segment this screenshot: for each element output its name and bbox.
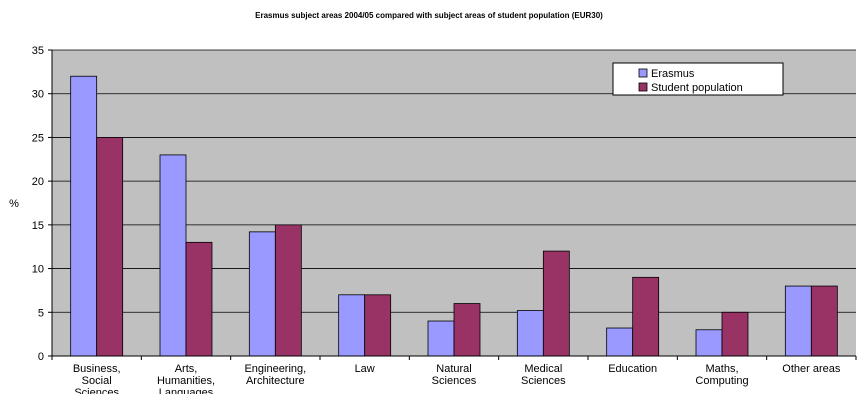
bar-erasmus-8 — [784, 285, 812, 357]
bar-erasmus-3 — [338, 294, 366, 357]
x-category-label: Sciences — [432, 375, 477, 387]
legend-swatch — [638, 68, 648, 78]
y-tick-label: 0 — [38, 351, 44, 363]
chart-title: Erasmus subject areas 2004/05 compared w… — [255, 11, 603, 20]
y-tick-label: 35 — [32, 45, 44, 57]
bar-erasmus-4 — [427, 320, 455, 357]
bar-student-population-0 — [96, 137, 124, 357]
bar-student-population-4 — [453, 303, 481, 357]
legend-label: Erasmus — [651, 68, 695, 80]
x-category-label: Arts, — [175, 363, 198, 375]
x-category-label: Medical — [524, 363, 562, 375]
x-category-label: Social — [82, 375, 112, 387]
x-category-label: Architecture — [246, 375, 305, 387]
legend-label: Student population — [651, 82, 743, 94]
bar-student-population-1 — [185, 241, 213, 357]
x-category-label: Other areas — [782, 363, 841, 375]
x-category-label: Business, — [73, 363, 121, 375]
x-category-label: Sciences — [74, 387, 119, 394]
legend-swatch — [638, 82, 648, 92]
x-category-label: Languages — [159, 387, 214, 394]
bar-student-population-2 — [274, 224, 302, 357]
x-category-label: Engineering, — [244, 363, 306, 375]
bar-student-population-8 — [810, 285, 838, 357]
bar-erasmus-2 — [248, 231, 276, 357]
x-category-label: Humanities, — [157, 375, 215, 387]
bar-erasmus-1 — [159, 154, 187, 357]
bar-student-population-7 — [721, 311, 749, 357]
y-tick-label: 20 — [32, 176, 44, 188]
bar-student-population-3 — [364, 294, 392, 357]
x-category-label: Computing — [695, 375, 748, 387]
bar-student-population-6 — [632, 276, 660, 357]
x-category-label: Law — [355, 363, 375, 375]
y-tick-label: 30 — [32, 89, 44, 101]
bar-erasmus-0 — [70, 75, 98, 357]
y-tick-label: 25 — [32, 132, 44, 144]
x-category-label: Education — [608, 363, 657, 375]
y-tick-label: 5 — [38, 307, 44, 319]
bar-erasmus-6 — [606, 327, 634, 357]
x-category-label: Natural — [436, 363, 471, 375]
y-tick-label: 15 — [32, 220, 44, 232]
bar-erasmus-5 — [516, 310, 544, 357]
y-axis-label: % — [9, 198, 19, 210]
bar-student-population-5 — [542, 250, 570, 357]
bar-erasmus-7 — [695, 329, 723, 357]
y-tick-label: 10 — [32, 264, 44, 276]
x-category-label: Maths, — [705, 363, 738, 375]
x-category-label: Sciences — [521, 375, 566, 387]
